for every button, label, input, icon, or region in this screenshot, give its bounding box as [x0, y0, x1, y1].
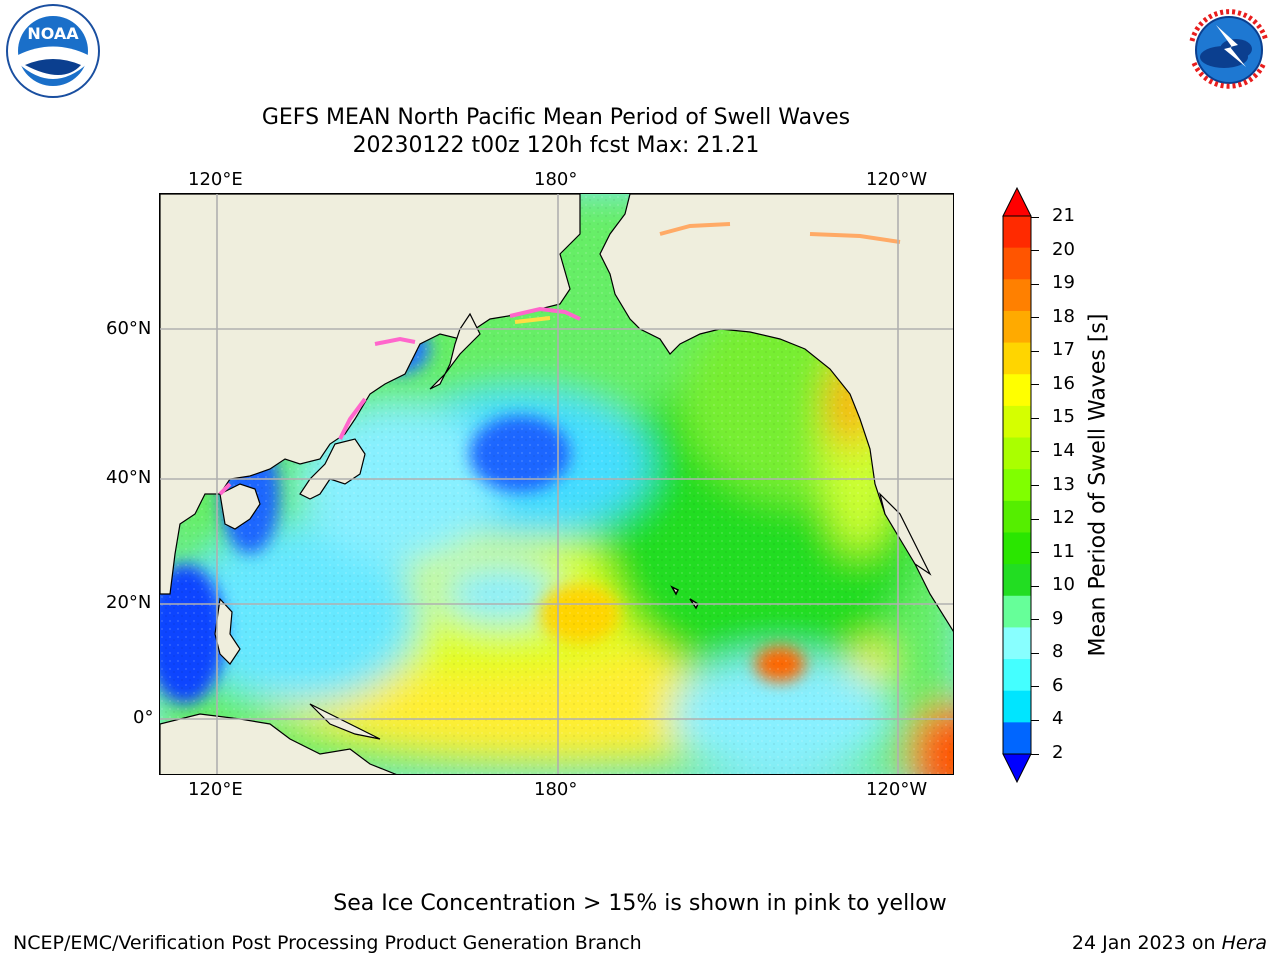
map-panel [159, 193, 954, 775]
colorbar-segment [1003, 500, 1031, 533]
colorbar-tick-label: 9 [1052, 607, 1064, 629]
colorbar-tick-mark [1031, 250, 1039, 252]
footer-date-text: 24 Jan 2023 on [1071, 932, 1222, 954]
colorbar-tick-label: 19 [1052, 272, 1075, 294]
colorbar-tick-mark [1031, 350, 1039, 352]
colorbar-tick-mark [1031, 216, 1039, 218]
footer-date: 24 Jan 2023 on Hera [1072, 932, 1267, 954]
lat-label-60n: 60°N [106, 318, 152, 339]
colorbar-tick-label: 2 [1052, 742, 1064, 763]
colorbar-tick-mark [1031, 518, 1039, 520]
colorbar-tick-mark [1031, 619, 1039, 621]
colorbar-segment [1003, 564, 1031, 597]
colorbar-segment [1003, 595, 1031, 628]
colorbar-tick-mark [1031, 384, 1039, 386]
colorbar-segment [1003, 659, 1031, 692]
lon-label-top-120w: 120°W [866, 169, 928, 190]
colorbar-tick-label: 14 [1052, 439, 1075, 461]
colorbar-tick-label: 12 [1052, 507, 1075, 529]
lon-label-bottom-180: 180° [534, 779, 578, 800]
colorbar-under-arrow [1002, 753, 1032, 784]
colorbar-tick-mark [1031, 317, 1039, 319]
lon-label-bottom-120w: 120°W [866, 779, 928, 800]
colorbar-tick-label: 17 [1052, 339, 1075, 361]
colorbar-tick-label: 20 [1052, 238, 1075, 260]
colorbar-segment [1003, 469, 1031, 502]
colorbar-segment [1003, 310, 1031, 344]
chart-title: GEFS MEAN North Pacific Mean Period of S… [261, 105, 851, 130]
colorbar-tick-label: 10 [1052, 574, 1075, 596]
sea-ice [218, 222, 901, 496]
colorbar-label: Mean Period of Swell Waves [s] [1085, 313, 1111, 657]
lat-label-20n: 20°N [106, 592, 152, 613]
colorbar-tick-mark [1031, 585, 1039, 587]
colorbar-tick-label: 16 [1052, 372, 1075, 394]
colorbar-tick-mark [1031, 686, 1039, 688]
colorbar-over-arrow [1002, 186, 1032, 217]
land [160, 194, 953, 774]
colorbar-segment [1003, 627, 1031, 660]
colorbar-segment [1003, 437, 1031, 470]
colorbar-tick-label: 15 [1052, 406, 1075, 428]
colorbar-tick-mark [1031, 552, 1039, 554]
nws-logo [1182, 3, 1276, 97]
footer-machine: Hera [1221, 932, 1267, 954]
colorbar-tick-label: 6 [1052, 674, 1064, 696]
colorbar-segment [1003, 722, 1031, 755]
lon-label-top-120e: 120°E [188, 169, 243, 190]
chart-subtitle: 20230122 t00z 120h fcst Max: 21.21 [352, 133, 760, 158]
lat-label-0: 0° [133, 707, 154, 728]
graticule [160, 194, 953, 774]
colorbar-tick-mark [1031, 283, 1039, 285]
colorbar-tick-label: 18 [1052, 305, 1075, 327]
colorbar-tick-mark [1031, 417, 1039, 419]
colorbar-tick-label: 21 [1052, 205, 1075, 226]
lat-label-40n: 40°N [106, 467, 152, 488]
swell-period-field [160, 194, 953, 774]
noaa-logo-text: NOAA [27, 24, 79, 43]
colorbar-tick-mark [1031, 652, 1039, 654]
colorbar-segment [1003, 279, 1031, 312]
colorbar-tick-mark [1031, 719, 1039, 721]
footer-branch: NCEP/EMC/Verification Post Processing Pr… [13, 932, 642, 954]
colorbar-segment [1003, 532, 1031, 565]
colorbar-tick-label: 11 [1052, 540, 1075, 562]
colorbar-tick-label: 4 [1052, 708, 1064, 730]
colorbar-segment [1003, 247, 1031, 280]
lon-label-top-180: 180° [534, 169, 578, 190]
lon-label-bottom-120e: 120°E [188, 779, 243, 800]
colorbar-tick-mark [1031, 451, 1039, 453]
colorbar-tick-mark [1031, 485, 1039, 486]
sea-ice-note: Sea Ice Concentration > 15% is shown in … [333, 891, 947, 916]
noaa-logo: NOAA [6, 4, 100, 98]
colorbar-segment [1003, 216, 1031, 249]
colorbar-tick-label: 8 [1052, 641, 1064, 663]
colorbar-tick-label: 13 [1052, 473, 1075, 495]
colorbar-tick-mark [1031, 753, 1039, 755]
colorbar-segment [1003, 405, 1031, 439]
colorbar-segment [1003, 342, 1031, 375]
colorbar-segment [1003, 690, 1031, 723]
colorbar-segment [1003, 374, 1031, 407]
